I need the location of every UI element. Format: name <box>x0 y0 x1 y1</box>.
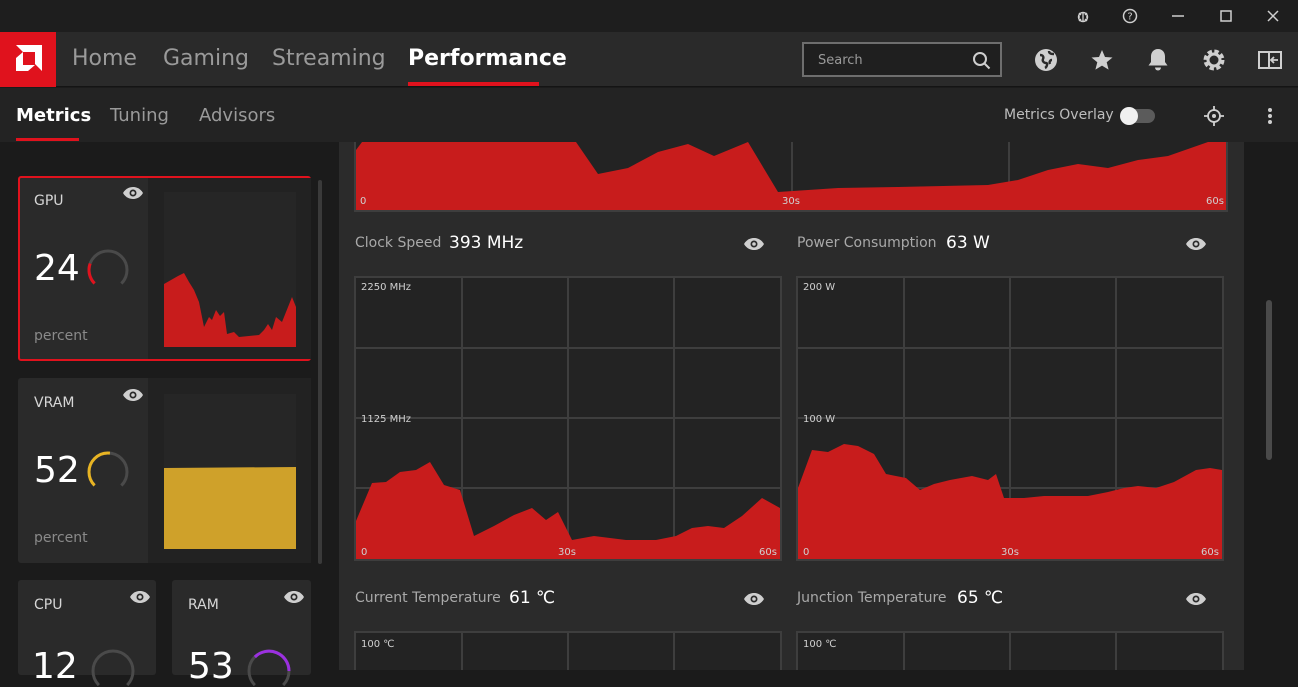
eye-icon[interactable] <box>1185 592 1207 606</box>
card-label: RAM <box>188 597 219 613</box>
y-tick-label: 100 ℃ <box>803 639 837 650</box>
gpu-value: 24 <box>34 248 80 289</box>
card-label: CPU <box>34 597 63 613</box>
nav-active-indicator <box>408 82 539 86</box>
junction-temperature-chart: 100 ℃ <box>796 631 1224 670</box>
y-tick-label: 2250 MHz <box>361 282 411 293</box>
tab-tuning[interactable]: Tuning <box>110 105 169 126</box>
x-tick-label: 30s <box>782 196 800 207</box>
x-tick-label: 30s <box>1001 547 1019 558</box>
eye-icon[interactable] <box>122 388 144 402</box>
gpu-utilization-chart: 0 30s 60s <box>354 142 1228 212</box>
eye-icon[interactable] <box>743 592 765 606</box>
title-bar: ? <box>0 0 1298 32</box>
x-tick-label: 30s <box>558 547 576 558</box>
toggle-knob <box>1120 107 1138 125</box>
sidebar-toggle-icon[interactable] <box>1256 46 1284 74</box>
amd-logo[interactable] <box>0 32 56 87</box>
help-icon[interactable]: ? <box>1107 0 1153 32</box>
main-scrollbar[interactable] <box>1266 300 1272 460</box>
y-tick-label: 100 W <box>803 414 835 425</box>
cpu-metric-card[interactable]: CPU 12 <box>18 580 156 687</box>
ram-metric-card[interactable]: RAM 53 <box>172 580 311 687</box>
svg-text:?: ? <box>1127 12 1132 23</box>
y-tick-label: 200 W <box>803 282 835 293</box>
current-temperature-chart: 100 ℃ <box>354 631 782 670</box>
gear-icon[interactable] <box>1200 46 1228 74</box>
y-tick-label: 100 ℃ <box>361 639 395 650</box>
x-tick-label: 60s <box>759 547 777 558</box>
star-icon[interactable] <box>1088 46 1116 74</box>
current-temperature-title: Current Temperature <box>355 590 501 606</box>
eye-icon[interactable] <box>129 590 151 604</box>
x-tick-label: 0 <box>361 547 367 558</box>
nav-streaming[interactable]: Streaming <box>272 46 386 71</box>
cpu-gauge <box>91 649 135 686</box>
y-tick-label: 1125 MHz <box>361 414 411 425</box>
metrics-overlay-toggle[interactable] <box>1120 107 1155 125</box>
vram-value: 52 <box>34 450 80 491</box>
x-tick-label: 0 <box>803 547 809 558</box>
search-box[interactable]: Search <box>802 42 1002 77</box>
cpu-value: 12 <box>32 646 78 687</box>
vram-unit: percent <box>34 530 88 546</box>
eye-icon[interactable] <box>743 237 765 251</box>
bug-report-icon[interactable] <box>1060 0 1106 32</box>
sidebar-scrollbar[interactable] <box>318 180 322 564</box>
vram-mini-chart <box>164 394 296 549</box>
nav-home[interactable]: Home <box>72 46 137 71</box>
ram-gauge <box>247 649 291 686</box>
clock-speed-value: 393 MHz <box>449 233 524 253</box>
junction-temperature-title: Junction Temperature <box>797 590 947 606</box>
vram-metric-card[interactable]: VRAM 52 percent <box>18 378 311 563</box>
close-button[interactable] <box>1250 0 1296 32</box>
gpu-unit: percent <box>34 328 88 344</box>
minimize-button[interactable] <box>1155 0 1201 32</box>
maximize-button[interactable] <box>1203 0 1249 32</box>
clock-speed-chart: 2250 MHz 1125 MHz 0 30s 60s <box>354 276 782 561</box>
search-input[interactable]: Search <box>818 53 863 68</box>
x-tick-label: 0 <box>360 196 366 207</box>
sub-navigation: Metrics Tuning Advisors Metrics Overlay <box>0 88 1298 142</box>
eye-icon[interactable] <box>122 186 144 200</box>
x-tick-label: 60s <box>1206 196 1224 207</box>
nav-gaming[interactable]: Gaming <box>163 46 249 71</box>
ram-value: 53 <box>188 646 234 687</box>
eye-icon[interactable] <box>283 590 305 604</box>
globe-icon[interactable] <box>1032 46 1060 74</box>
tab-active-indicator <box>16 138 79 141</box>
clock-speed-title: Clock Speed <box>355 235 442 251</box>
nav-performance[interactable]: Performance <box>408 46 567 71</box>
tab-advisors[interactable]: Advisors <box>199 105 276 126</box>
search-icon[interactable] <box>972 51 992 71</box>
gpu-gauge <box>87 249 129 291</box>
power-consumption-value: 63 W <box>946 233 990 253</box>
metrics-overlay-label: Metrics Overlay <box>1004 107 1114 123</box>
eye-icon[interactable] <box>1185 237 1207 251</box>
gpu-metric-card[interactable]: GPU 24 percent <box>18 176 311 361</box>
tab-metrics[interactable]: Metrics <box>16 105 92 126</box>
current-temperature-value: 61 ℃ <box>509 588 556 608</box>
card-label: GPU <box>34 193 64 209</box>
power-consumption-chart: 200 W 100 W 0 30s 60s <box>796 276 1224 561</box>
bell-icon[interactable] <box>1144 46 1172 74</box>
x-tick-label: 60s <box>1201 547 1219 558</box>
more-options-icon[interactable] <box>1260 104 1280 128</box>
crosshair-icon[interactable] <box>1202 104 1226 128</box>
vram-gauge <box>87 451 129 493</box>
gpu-mini-chart <box>164 192 296 347</box>
junction-temperature-value: 65 ℃ <box>957 588 1004 608</box>
card-label: VRAM <box>34 395 75 411</box>
power-consumption-title: Power Consumption <box>797 235 937 251</box>
top-navigation: Home Gaming Streaming Performance Search <box>0 32 1298 87</box>
